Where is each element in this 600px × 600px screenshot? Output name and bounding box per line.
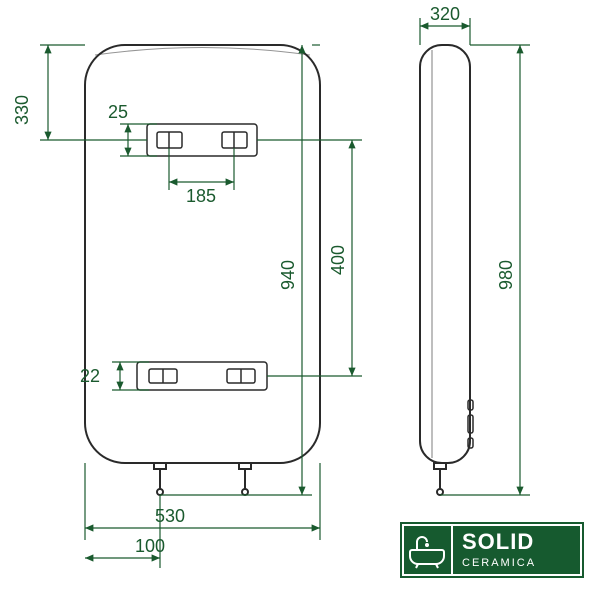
badge-subtitle: CERAMICA (462, 557, 536, 569)
dim-320: 320 (430, 4, 460, 24)
dim-940: 940 (278, 260, 298, 290)
dim-330: 330 (12, 95, 32, 125)
dim-100: 100 (135, 536, 165, 556)
dim-400: 400 (328, 245, 348, 275)
dim-25: 25 (108, 102, 128, 122)
solid-ceramica-badge: SOLID CERAMICA (400, 522, 584, 578)
dim-185: 185 (186, 186, 216, 206)
dim-22: 22 (80, 366, 100, 386)
dim-980: 980 (496, 260, 516, 290)
badge-title: SOLID (462, 529, 534, 554)
